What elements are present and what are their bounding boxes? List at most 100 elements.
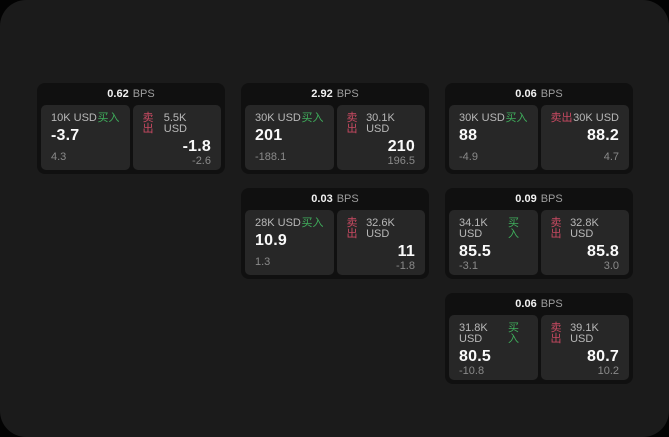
spread-header: 2.92 BPS [245, 83, 425, 105]
sell-delta: -2.6 [192, 154, 211, 167]
bps-unit-label: BPS [540, 297, 563, 310]
buy-size-label: 30K USD [459, 112, 505, 124]
bps-unit-label: BPS [540, 87, 563, 100]
bps-unit-label: BPS [540, 192, 563, 205]
quote-card-body: 10K USD 买入 -3.7 4.3 卖出 5.5K USD -1.8 -2.… [41, 105, 221, 170]
buy-size-label: 31.8K USD [459, 322, 488, 345]
sell-tile-top: 卖出 32.6K USD [347, 218, 416, 240]
quote-card: 0.09 BPS 34.1K USD 买入 85.5 -3.1 卖出 32.8K… [445, 188, 633, 279]
quote-card: 0.06 BPS 30K USD 买入 88 -4.9 卖出 30K USD 8… [445, 83, 633, 174]
sell-price: 80.7 [587, 348, 619, 365]
sell-label: 卖出 [550, 217, 562, 240]
quote-card: 0.62 BPS 10K USD 买入 -3.7 4.3 卖出 5.5K USD… [37, 83, 225, 174]
buy-tile[interactable]: 30K USD 买入 88 -4.9 [449, 105, 538, 170]
quote-card: 0.06 BPS 31.8K USD 买入 80.5 -10.8 卖出 39.1… [445, 293, 633, 384]
bps-unit-label: BPS [132, 87, 155, 100]
buy-price: -3.7 [51, 127, 80, 144]
sell-size-label: 5.5K USD [163, 112, 187, 135]
buy-price: 201 [255, 127, 283, 144]
sell-tile-top: 卖出 39.1K USD [551, 323, 620, 345]
sell-delta: 10.2 [597, 364, 619, 377]
sell-tile[interactable]: 卖出 5.5K USD -1.8 -2.6 [132, 105, 221, 170]
buy-tile[interactable]: 34.1K USD 买入 85.5 -3.1 [449, 210, 538, 275]
sell-size-label: 32.6K USD [366, 217, 395, 240]
buy-size-label: 30K USD [255, 112, 301, 124]
buy-tile-top: 34.1K USD 买入 [459, 218, 528, 240]
spread-header: 0.03 BPS [245, 188, 425, 210]
sell-label: 卖出 [550, 322, 562, 345]
sell-tile[interactable]: 卖出 30K USD 88.2 4.7 [540, 105, 629, 170]
buy-tile[interactable]: 10K USD 买入 -3.7 4.3 [41, 105, 130, 170]
quote-card: 2.92 BPS 30K USD 买入 201 -188.1 卖出 30.1K … [241, 83, 429, 174]
spread-header: 0.62 BPS [41, 83, 221, 105]
sell-label: 卖出 [550, 112, 573, 124]
buy-tile-top: 31.8K USD 买入 [459, 323, 528, 345]
sell-tile[interactable]: 卖出 32.8K USD 85.8 3.0 [540, 210, 629, 275]
cards-grid: 0.62 BPS 10K USD 买入 -3.7 4.3 卖出 5.5K USD… [37, 83, 633, 384]
sell-delta: 196.5 [387, 154, 415, 167]
buy-tile-top: 30K USD 买入 [459, 113, 528, 124]
buy-tile-top: 30K USD 买入 [255, 113, 324, 124]
buy-delta: -188.1 [255, 151, 287, 163]
bps-unit-label: BPS [336, 192, 359, 205]
buy-tile[interactable]: 28K USD 买入 10.9 1.3 [245, 210, 334, 275]
spread-header: 0.06 BPS [449, 83, 629, 105]
buy-tile[interactable]: 31.8K USD 买入 80.5 -10.8 [449, 315, 538, 380]
buy-size-label: 28K USD [255, 217, 301, 229]
buy-label: 买入 [301, 217, 324, 229]
sell-tile[interactable]: 卖出 30.1K USD 210 196.5 [336, 105, 425, 170]
sell-size-label: 32.8K USD [570, 217, 599, 240]
spread-value: 2.92 [311, 87, 333, 100]
sell-price: 85.8 [587, 243, 619, 260]
sell-size-label: 30.1K USD [366, 112, 395, 135]
buy-price: 80.5 [459, 348, 491, 365]
sell-size-label: 39.1K USD [570, 322, 599, 345]
buy-delta: 1.3 [255, 256, 271, 268]
buy-tile[interactable]: 30K USD 买入 201 -188.1 [245, 105, 334, 170]
buy-delta: 4.3 [51, 151, 67, 163]
buy-label: 买入 [507, 217, 519, 240]
sell-price: 11 [397, 243, 415, 260]
quote-card-body: 28K USD 买入 10.9 1.3 卖出 32.6K USD 11 -1.8 [245, 210, 425, 275]
buy-size-label: 34.1K USD [459, 217, 488, 240]
spread-header: 0.09 BPS [449, 188, 629, 210]
buy-price: 85.5 [459, 243, 491, 260]
spread-header: 0.06 BPS [449, 293, 629, 315]
buy-delta: -4.9 [459, 151, 478, 163]
buy-label: 买入 [301, 112, 324, 124]
sell-tile[interactable]: 卖出 32.6K USD 11 -1.8 [336, 210, 425, 275]
buy-tile-top: 10K USD 买入 [51, 113, 120, 124]
spread-value: 0.09 [515, 192, 537, 205]
buy-label: 买入 [97, 112, 120, 124]
sell-label: 卖出 [346, 112, 358, 135]
sell-price: -1.8 [182, 138, 211, 155]
buy-price: 88 [459, 127, 478, 144]
quote-card-body: 31.8K USD 买入 80.5 -10.8 卖出 39.1K USD 80.… [449, 315, 629, 380]
sell-price: 210 [387, 138, 415, 155]
quote-card-body: 30K USD 买入 201 -188.1 卖出 30.1K USD 210 1… [245, 105, 425, 170]
buy-size-label: 10K USD [51, 112, 97, 124]
sell-tile-top: 卖出 30K USD [551, 113, 620, 124]
sell-tile[interactable]: 卖出 39.1K USD 80.7 10.2 [540, 315, 629, 380]
sell-size-label: 30K USD [573, 112, 619, 124]
quote-card: 0.03 BPS 28K USD 买入 10.9 1.3 卖出 32.6K US… [241, 188, 429, 279]
spread-value: 0.03 [311, 192, 333, 205]
buy-delta: -3.1 [459, 259, 478, 272]
sell-delta: 4.7 [603, 151, 619, 163]
bps-unit-label: BPS [336, 87, 359, 100]
buy-delta: -10.8 [459, 364, 485, 377]
buy-price: 10.9 [255, 232, 287, 249]
sell-delta: -1.8 [396, 259, 415, 272]
buy-label: 买入 [507, 322, 519, 345]
sell-tile-top: 卖出 5.5K USD [143, 113, 212, 135]
sell-label: 卖出 [346, 217, 358, 240]
sell-label: 卖出 [142, 112, 154, 135]
sell-delta: 3.0 [603, 259, 619, 272]
quote-card-body: 34.1K USD 买入 85.5 -3.1 卖出 32.8K USD 85.8… [449, 210, 629, 275]
buy-tile-top: 28K USD 买入 [255, 218, 324, 229]
spread-value: 0.62 [107, 87, 129, 100]
spread-value: 0.06 [515, 297, 537, 310]
spread-value: 0.06 [515, 87, 537, 100]
sell-tile-top: 卖出 32.8K USD [551, 218, 620, 240]
